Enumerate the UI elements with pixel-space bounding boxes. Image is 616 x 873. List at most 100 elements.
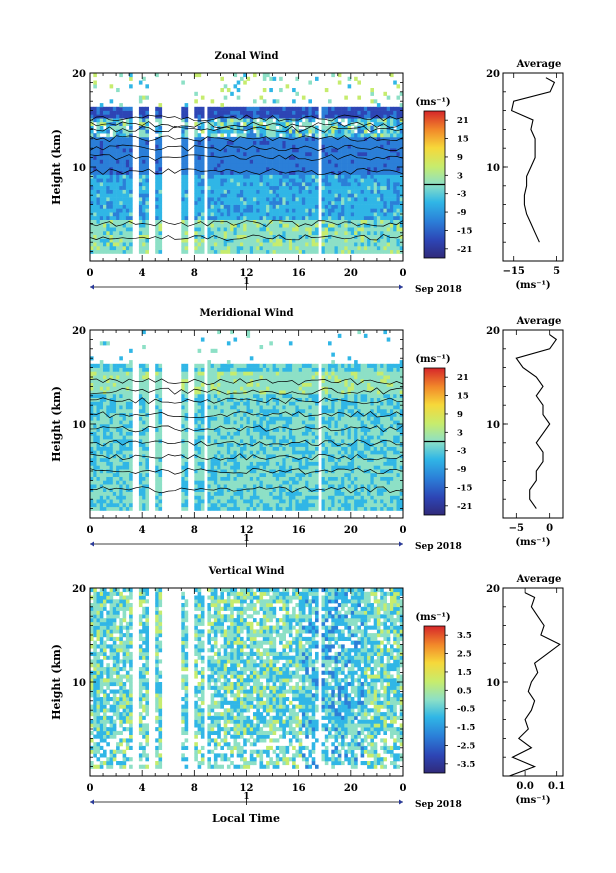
contour-line xyxy=(89,233,404,241)
contour-line xyxy=(89,168,404,176)
colorbar-tick-label: -9 xyxy=(457,465,467,475)
profile-y-tick-label: 20 xyxy=(486,584,500,595)
colorbar-tick-label: 15 xyxy=(457,392,469,402)
vertical-wind-panel: Vertical Wind 0 4 8 12 16 20 0 10 20 Height (km) 1 S… xyxy=(50,566,565,810)
profile-title: Average xyxy=(516,316,562,327)
colorbar-tick-label: -2.5 xyxy=(457,741,475,751)
colorbar: (ms⁻¹) 21 15 9 3 -3 -9 -15 -21 xyxy=(415,97,472,259)
contour-line xyxy=(89,411,404,419)
y-tick-label: 20 xyxy=(72,69,86,80)
y-tick-label: 10 xyxy=(72,420,86,431)
colorbar-tick-label: 9 xyxy=(457,153,463,163)
y-tick-label: 20 xyxy=(72,584,86,595)
y-tick-label: 20 xyxy=(72,326,86,337)
x-tick-label: 0 xyxy=(400,525,407,536)
contour-line xyxy=(89,425,404,433)
day-bar-arrow-right xyxy=(399,284,403,290)
colorbar-scale xyxy=(423,625,446,774)
profile-frame xyxy=(502,329,564,519)
heatmap xyxy=(90,330,404,511)
contour-line xyxy=(89,114,404,122)
x-axis: 0 4 8 12 16 20 0 xyxy=(87,588,407,794)
colorbar-tick-label: 3.5 xyxy=(457,631,472,641)
colorbar-tick-label: -1.5 xyxy=(457,723,475,733)
colorbar-unit: (ms⁻¹) xyxy=(415,97,450,108)
date-label: Sep 2018 xyxy=(415,542,462,552)
profile-line xyxy=(509,592,561,777)
contour-line xyxy=(89,154,404,161)
colorbar-tick-label: 9 xyxy=(457,410,463,420)
profile-unit: (ms⁻¹) xyxy=(515,537,550,548)
day-bar-arrow-right xyxy=(399,541,403,547)
colorbar: (ms⁻¹) 3.5 2.5 1.5 0.5 -0.5 -1.5 -2.5 -3.5 xyxy=(415,612,475,774)
average-profile: Average 10 20 −15 5(ms⁻¹) xyxy=(486,59,564,291)
xlabel: Local Time xyxy=(212,812,280,825)
x-tick-label: 0 xyxy=(400,268,407,279)
colorbar-unit: (ms⁻¹) xyxy=(415,354,450,365)
y-axis-label: Height (km) xyxy=(50,129,63,205)
contour-line xyxy=(89,397,404,405)
y-axis-label: Height (km) xyxy=(50,644,63,720)
colorbar-tick-label: -3.5 xyxy=(457,760,475,770)
x-tick-label: 12 xyxy=(240,268,254,279)
day-bar: 1 Sep 2018 xyxy=(90,277,462,295)
colorbar-tick-label: 2.5 xyxy=(457,650,472,660)
y-axis-label: Height (km) xyxy=(50,386,63,462)
y-tick-label: 10 xyxy=(72,163,86,174)
x-axis: 0 4 8 12 16 20 0 xyxy=(87,330,407,536)
day-label: 1 xyxy=(243,534,249,544)
x-tick-label: 16 xyxy=(292,525,306,536)
contour-line xyxy=(89,144,404,152)
day-bar-arrow-left xyxy=(90,799,94,805)
x-tick-label: 20 xyxy=(344,783,358,794)
x-tick-label: 4 xyxy=(139,783,146,794)
profile-x-tick-label: 0 xyxy=(546,523,553,534)
colorbar-tick-label: 1.5 xyxy=(457,668,472,678)
x-tick-label: 0 xyxy=(87,525,94,536)
heatmap xyxy=(90,73,404,254)
day-bar-arrow-left xyxy=(90,541,94,547)
y-axis: 10 20 xyxy=(72,326,403,519)
profile-unit: (ms⁻¹) xyxy=(515,280,550,291)
x-tick-label: 8 xyxy=(191,268,198,279)
profile-y-tick-label: 20 xyxy=(486,69,500,80)
day-bar: 1 Sep 2018 xyxy=(90,792,462,810)
colorbar-tick-label: 3 xyxy=(457,428,463,438)
profile-unit: (ms⁻¹) xyxy=(515,795,550,806)
panel-title: Meridional Wind xyxy=(199,308,293,319)
profile-x-tick-label: 0.0 xyxy=(516,781,533,792)
contour-lines xyxy=(89,114,404,241)
profile-y-tick-label: 10 xyxy=(486,678,500,689)
contour-line xyxy=(89,219,404,227)
profile-frame xyxy=(502,72,564,262)
average-profile: Average 10 20 −5 0 (ms⁻¹) xyxy=(486,316,564,548)
profile-y-tick-label: 10 xyxy=(486,420,500,431)
profile-line xyxy=(515,334,558,509)
contour-line xyxy=(89,453,404,461)
x-tick-label: 0 xyxy=(87,268,94,279)
date-label: Sep 2018 xyxy=(415,800,462,810)
day-bar-arrow-left xyxy=(90,284,94,290)
x-tick-label: 4 xyxy=(139,268,146,279)
contour-line xyxy=(89,387,404,395)
x-tick-label: 4 xyxy=(139,525,146,536)
profile-frame xyxy=(502,587,564,777)
contour-line xyxy=(89,467,404,475)
profile-line xyxy=(510,77,556,243)
x-tick-label: 16 xyxy=(292,268,306,279)
x-tick-label: 8 xyxy=(191,783,198,794)
colorbar-tick-label: -21 xyxy=(457,502,472,512)
contour-line xyxy=(89,125,404,133)
contour-lines xyxy=(89,378,404,494)
contour-line xyxy=(89,121,404,129)
day-label: 1 xyxy=(243,277,249,287)
contour-line xyxy=(89,439,403,447)
x-tick-label: 16 xyxy=(292,783,306,794)
zonal-wind-panel: Zonal Wind 0 4 8 12 16 20 0 10 20 Height (km) 1 Sep … xyxy=(50,51,564,295)
colorbar-tick-label: -21 xyxy=(457,245,472,255)
colorbar: (ms⁻¹) 21 15 9 3 -3 -9 -15 -21 xyxy=(415,354,472,516)
panel-title: Vertical Wind xyxy=(208,566,285,577)
y-axis: 10 20 xyxy=(72,584,403,777)
